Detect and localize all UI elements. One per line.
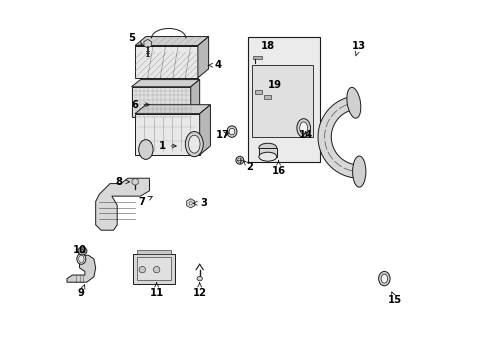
Text: 2: 2 xyxy=(243,161,253,172)
Ellipse shape xyxy=(80,249,85,253)
Polygon shape xyxy=(131,87,190,117)
Text: 16: 16 xyxy=(271,161,285,176)
Text: 19: 19 xyxy=(267,80,282,90)
Text: 3: 3 xyxy=(193,198,206,208)
Text: 1: 1 xyxy=(158,141,176,151)
Ellipse shape xyxy=(299,122,307,134)
Bar xyxy=(251,65,312,137)
Ellipse shape xyxy=(188,135,200,153)
Ellipse shape xyxy=(185,132,203,157)
Ellipse shape xyxy=(235,156,244,164)
Polygon shape xyxy=(135,45,198,78)
Text: 15: 15 xyxy=(387,292,401,305)
Text: 5: 5 xyxy=(128,33,142,45)
Text: 17: 17 xyxy=(216,130,229,140)
Polygon shape xyxy=(131,80,199,87)
Text: 9: 9 xyxy=(78,285,85,298)
Polygon shape xyxy=(317,96,359,178)
Ellipse shape xyxy=(378,271,389,286)
Ellipse shape xyxy=(346,87,360,118)
Text: 11: 11 xyxy=(149,282,163,298)
Bar xyxy=(133,253,174,284)
Bar xyxy=(137,257,171,280)
Text: 14: 14 xyxy=(298,130,312,140)
Polygon shape xyxy=(135,114,199,155)
Bar xyxy=(258,148,276,157)
Polygon shape xyxy=(198,37,208,78)
Polygon shape xyxy=(135,37,208,45)
Ellipse shape xyxy=(380,274,387,283)
Bar xyxy=(253,55,262,59)
Ellipse shape xyxy=(189,202,192,205)
Bar xyxy=(264,95,270,99)
Ellipse shape xyxy=(296,119,310,137)
Text: 6: 6 xyxy=(131,100,149,110)
Ellipse shape xyxy=(237,158,242,162)
Polygon shape xyxy=(190,80,199,117)
Bar xyxy=(247,37,319,162)
Ellipse shape xyxy=(78,247,87,255)
Ellipse shape xyxy=(228,129,234,135)
Polygon shape xyxy=(135,105,210,114)
Ellipse shape xyxy=(139,140,153,159)
Ellipse shape xyxy=(139,266,145,273)
Ellipse shape xyxy=(153,266,160,273)
Bar xyxy=(255,90,261,94)
Polygon shape xyxy=(199,105,210,155)
Text: 13: 13 xyxy=(351,41,366,56)
Text: 18: 18 xyxy=(260,41,274,50)
Text: 7: 7 xyxy=(139,197,152,207)
Ellipse shape xyxy=(197,276,202,281)
Ellipse shape xyxy=(352,156,365,187)
Polygon shape xyxy=(96,178,149,230)
Ellipse shape xyxy=(226,126,237,137)
Text: 4: 4 xyxy=(208,60,221,70)
Ellipse shape xyxy=(258,152,276,161)
Bar xyxy=(137,250,171,253)
Text: 8: 8 xyxy=(115,177,129,187)
Ellipse shape xyxy=(79,255,84,262)
Text: 12: 12 xyxy=(192,282,206,298)
Ellipse shape xyxy=(77,253,85,264)
Ellipse shape xyxy=(258,143,276,152)
Text: 10: 10 xyxy=(72,245,86,255)
Polygon shape xyxy=(67,255,96,282)
